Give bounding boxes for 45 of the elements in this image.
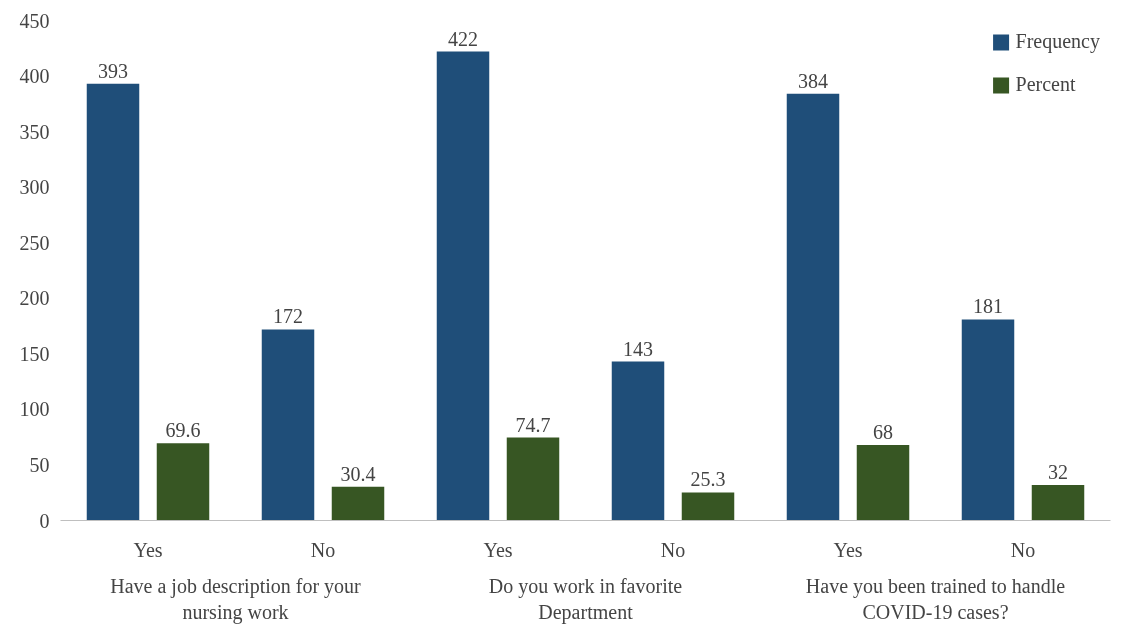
text: Have a job description for your nursing work [110,574,362,624]
x-tick-label: No [310,538,336,561]
y-tick-label: 350 [19,120,50,143]
text: Do you work in favorite Department [488,574,683,624]
y-tick-label: 150 [19,342,50,365]
data-label: 25.3 [690,468,726,491]
x-tick-label: Yes [133,538,163,561]
y-tick-label: 400 [19,65,50,88]
bar [436,51,490,521]
data-label: 30.4 [340,462,376,485]
legend-label: Frequency [1015,30,1100,53]
y-tick-label: 100 [19,398,50,421]
bar [961,319,1015,521]
bar [331,486,385,521]
bar [681,492,735,521]
y-tick-label: 50 [29,453,50,476]
x-tick-label: No [1010,538,1036,561]
legend-label: Percent [1015,73,1076,96]
x-tick-label: Yes [483,538,513,561]
bar [261,329,315,521]
data-label: 384 [798,69,828,92]
x-tick-label: No [660,538,686,561]
bar [856,444,910,521]
data-label: 32 [1048,460,1068,483]
data-label: 422 [448,27,478,50]
bar [506,437,560,521]
bar [156,443,210,521]
data-label: 181 [973,295,1003,318]
y-tick-label: 250 [19,231,50,254]
text: Have you been trained to handle COVID-19 cases? [805,574,1066,623]
y-tick-label: 200 [19,287,50,310]
y-tick-label: 0 [39,509,50,532]
x-tick-label: Yes [833,538,863,561]
y-tick-label: 450 [19,9,50,32]
bar [1031,484,1085,521]
data-label: 68 [873,420,893,443]
y-tick-label: 300 [19,176,50,199]
bar [611,361,665,521]
data-label: 172 [273,305,303,328]
data-label: 69.6 [165,419,201,442]
bar [86,83,140,521]
data-label: 74.7 [515,413,551,436]
data-label: 143 [623,337,653,360]
bar [786,93,840,521]
data-label: 393 [98,59,128,82]
